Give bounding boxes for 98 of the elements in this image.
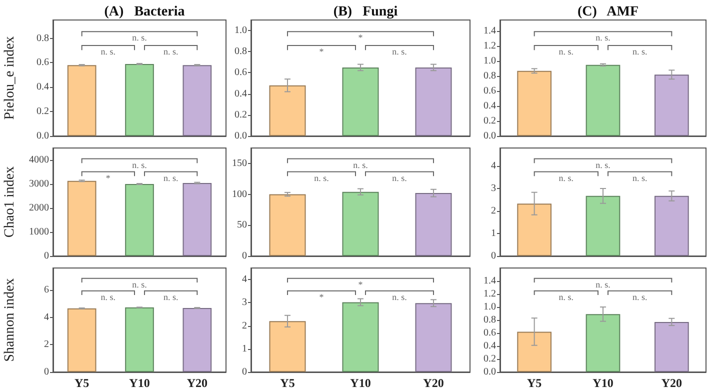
y-tick-label: 4 — [242, 274, 247, 286]
y-tick-label: 0.2 — [36, 106, 49, 118]
x-tick-label: Y10 — [350, 376, 371, 390]
y-tick-label: 3 — [491, 183, 496, 194]
annotation: n. s. — [596, 279, 610, 290]
x-tick-label: Y20 — [186, 376, 208, 390]
y-tick-label: 0.8 — [484, 314, 496, 326]
y-tick-label: 3 — [242, 297, 247, 308]
annotation: n. s. — [100, 292, 116, 302]
y-tick-label: 1.2 — [484, 288, 496, 300]
y-tick-label: 0.8 — [484, 70, 496, 82]
annotation: n. s. — [100, 46, 116, 57]
bar — [415, 303, 452, 372]
chart-title: (C) AMF — [577, 4, 639, 20]
bar — [342, 302, 379, 372]
y-tick-label: 1.4 — [484, 26, 496, 37]
annotation: n. s. — [558, 46, 574, 57]
annotation: n. s. — [353, 160, 368, 170]
annotation: n. s. — [596, 160, 610, 170]
annotation: n. s. — [163, 292, 178, 302]
y-axis-title: Chao1 index — [2, 166, 18, 238]
y-tick-label: 1.0 — [484, 302, 496, 312]
y-tick-label: 4 — [44, 312, 49, 323]
annotation: n. s. — [392, 292, 407, 302]
y-tick-label: 0 — [491, 250, 496, 262]
x-tick-label: Y5 — [74, 376, 90, 390]
y-tick-label: 150 — [232, 158, 247, 169]
y-tick-label: 0.4 — [36, 82, 49, 93]
y-tick-label: 0.8 — [36, 32, 49, 44]
y-tick-label: 0.6 — [234, 67, 247, 78]
x-tick-label: Y10 — [592, 376, 614, 390]
y-tick-label: 50 — [237, 220, 247, 231]
annotation: * — [319, 46, 324, 57]
y-tick-label: 0.0 — [234, 130, 247, 142]
bar — [654, 322, 689, 372]
annotation: n. s. — [163, 46, 178, 57]
annotation: * — [106, 172, 111, 183]
annotation: n. s. — [163, 172, 178, 183]
x-tick-label: Y10 — [129, 376, 150, 390]
x-tick-label: Y20 — [423, 376, 444, 390]
annotation: n. s. — [314, 172, 329, 183]
y-tick-label: 0.2 — [484, 116, 496, 127]
y-tick-label: 0.8 — [234, 46, 247, 58]
x-tick-label: Y20 — [661, 376, 682, 390]
annotation: n. s. — [558, 172, 574, 183]
y-tick-label: 0.6 — [484, 328, 496, 338]
y-tick-label: 2 — [242, 320, 247, 332]
annotation: n. s. — [392, 46, 407, 57]
y-tick-label: 3000 — [29, 178, 49, 190]
y-tick-label: 0.2 — [234, 109, 247, 120]
y-tick-label: 100 — [232, 188, 247, 200]
annotation: n. s. — [632, 292, 648, 302]
y-tick-label: 0.6 — [36, 57, 49, 68]
y-tick-label: 1000 — [29, 226, 49, 238]
y-tick-label: 0.0 — [484, 130, 496, 142]
annotation: n. s. — [132, 279, 147, 290]
y-tick-label: 1.4 — [484, 276, 496, 286]
chart-title: (B) Fungi — [333, 4, 398, 20]
y-tick-label: 0.0 — [484, 366, 496, 378]
y-tick-label: 0 — [242, 250, 247, 262]
y-tick-label: 1.2 — [484, 40, 496, 52]
y-tick-label: 4000 — [29, 154, 49, 166]
bar — [586, 314, 620, 372]
y-tick-label: 4 — [491, 160, 496, 172]
y-tick-label: 0.0 — [36, 130, 49, 142]
y-axis-title: Pielou_e index — [2, 36, 18, 120]
y-tick-label: 2 — [44, 339, 49, 350]
annotation: n. s. — [132, 160, 147, 170]
y-tick-label: 1.0 — [484, 56, 496, 67]
y-tick-label: 1 — [242, 343, 247, 354]
y-tick-label: 0 — [44, 366, 49, 378]
y-tick-label: 0.4 — [484, 340, 496, 352]
y-tick-label: 6 — [44, 284, 49, 296]
annotation: n. s. — [392, 172, 407, 183]
y-tick-label: 1.0 — [234, 25, 247, 36]
annotation: * — [358, 279, 364, 290]
annotation: n. s. — [596, 32, 610, 43]
y-tick-label: 2 — [491, 206, 496, 216]
annotation: n. s. — [632, 46, 648, 57]
y-tick-label: 1 — [491, 228, 496, 239]
bar — [517, 332, 552, 372]
y-tick-label: 0.4 — [234, 88, 247, 100]
y-tick-label: 0 — [242, 366, 247, 378]
x-tick-label: Y5 — [526, 376, 542, 390]
annotation: * — [319, 292, 324, 302]
annotation: n. s. — [132, 32, 147, 43]
chart-title: (A) Bacteria — [104, 4, 185, 20]
x-tick-label: Y5 — [280, 376, 295, 390]
annotation: * — [358, 32, 364, 43]
y-tick-label: 0 — [44, 250, 49, 262]
annotation: n. s. — [632, 172, 648, 183]
y-tick-label: 0.2 — [484, 354, 496, 364]
y-tick-label: 0.4 — [484, 100, 496, 112]
y-tick-label: 0.6 — [484, 86, 496, 97]
annotation: n. s. — [558, 292, 574, 302]
bar — [269, 321, 306, 372]
y-axis-title: Shannon index — [2, 278, 18, 362]
y-tick-label: 2000 — [29, 202, 49, 214]
